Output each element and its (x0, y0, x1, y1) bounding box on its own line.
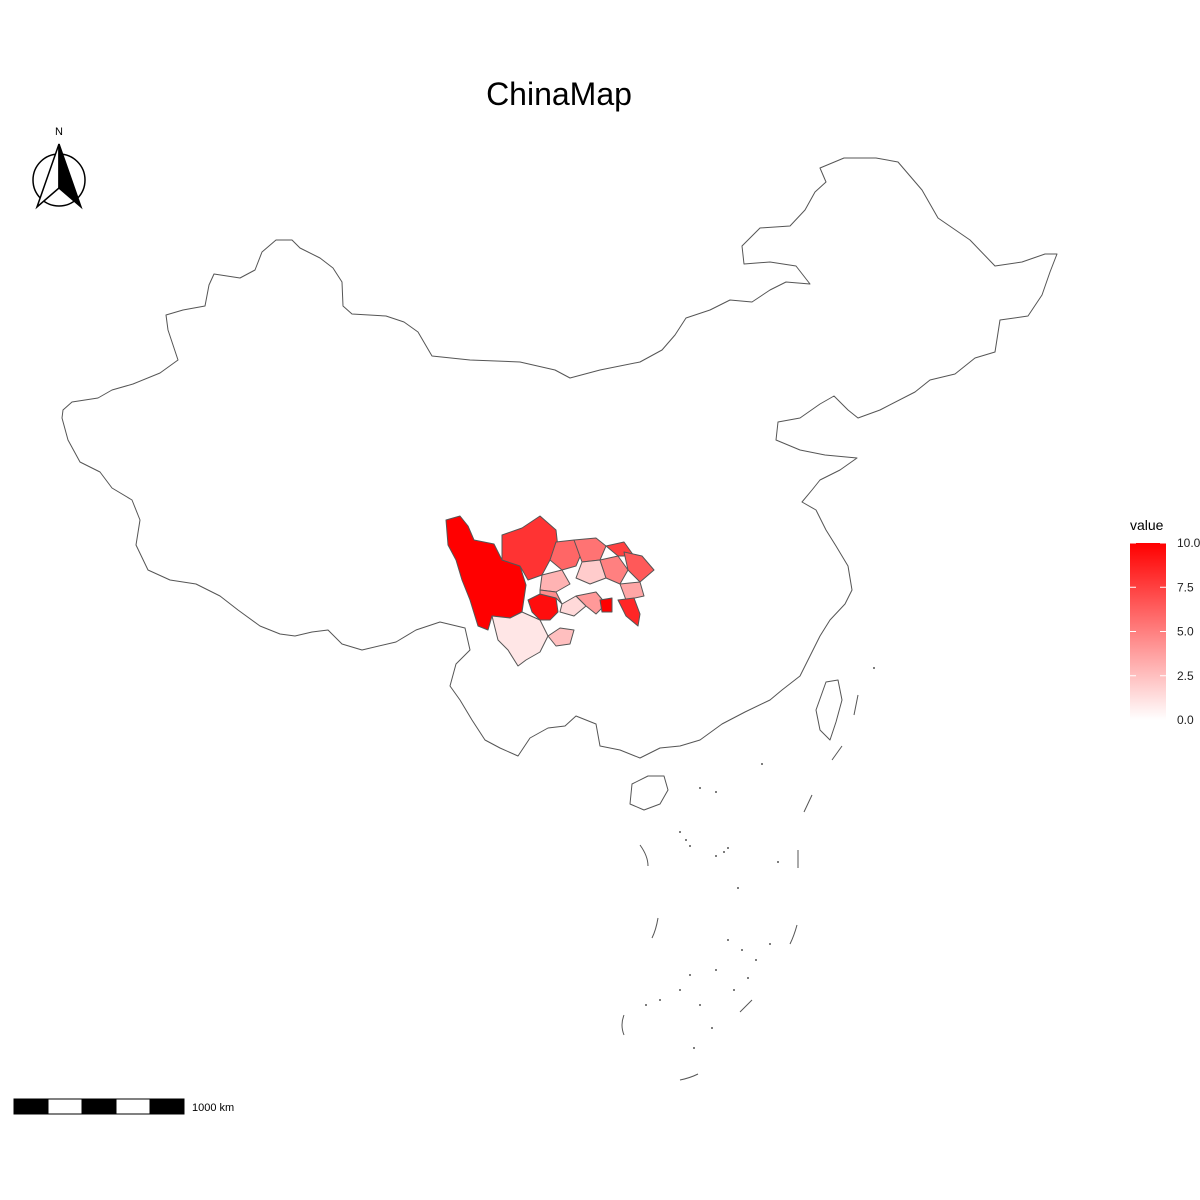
region-liangshan (491, 611, 549, 667)
region-meishan (599, 597, 613, 613)
scale-bar: 1000 km (13, 1098, 234, 1115)
taiwan-outline (815, 679, 843, 741)
choropleth-regions (445, 515, 655, 667)
legend-title: value (1130, 517, 1164, 533)
region-ziyang (559, 595, 587, 617)
region-deyang (539, 569, 571, 593)
legend-tick-label: 2.5 (1177, 669, 1194, 683)
legend-tick-label: 7.5 (1177, 580, 1194, 594)
region-luzhou (617, 597, 641, 627)
region-yibin (547, 627, 575, 647)
scale-bar-label: 1000 km (192, 1102, 234, 1114)
region-yaan (527, 593, 559, 621)
region-suining (575, 559, 607, 585)
region-chengdu (539, 589, 563, 605)
north-arrow-icon: N (32, 126, 86, 210)
region-guangyuan (573, 537, 607, 563)
region-guangan (619, 581, 645, 601)
map-title: ChinaMap (486, 76, 632, 112)
legend: value 0.0 2.5 5.0 7.5 10.0 (1130, 517, 1200, 727)
china-outline (61, 157, 1058, 759)
south-sea-dashes (621, 694, 859, 1081)
legend-tick-label: 10.0 (1177, 536, 1200, 550)
north-arrow-label: N (55, 126, 63, 138)
hainan-outline (629, 775, 669, 811)
legend-tick-label: 0.0 (1177, 713, 1194, 727)
region-dazhou (623, 551, 655, 583)
legend-tick-label: 5.0 (1177, 625, 1194, 639)
region-nanchong (599, 555, 629, 585)
islands (645, 667, 875, 1049)
